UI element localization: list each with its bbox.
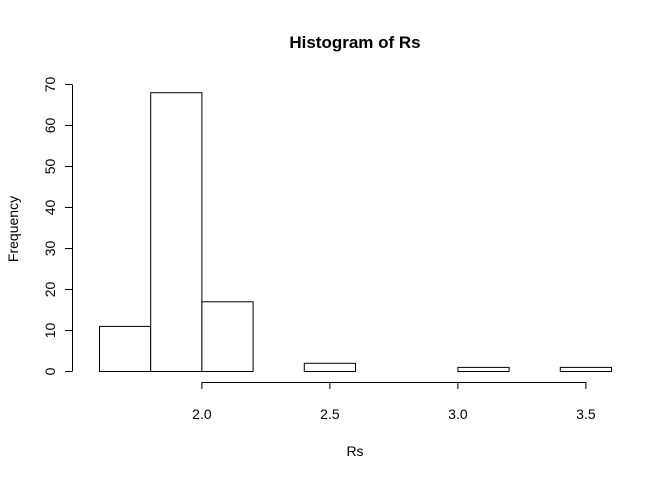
histogram-bar bbox=[457, 366, 510, 372]
histogram-bar bbox=[99, 325, 152, 372]
x-tick-label: 3.5 bbox=[576, 406, 596, 422]
chart-title: Histogram of Rs bbox=[289, 33, 420, 52]
x-tick-label: 2.0 bbox=[192, 406, 212, 422]
histogram-bar bbox=[559, 366, 612, 372]
x-tick-label: 2.5 bbox=[320, 406, 340, 422]
histogram-bar bbox=[150, 92, 203, 372]
y-axis: 0 10 20 30 40 50 60 70 bbox=[42, 77, 73, 375]
y-tick-label: 0 bbox=[42, 367, 58, 375]
y-tick-label: 20 bbox=[42, 282, 58, 298]
y-tick-label: 50 bbox=[42, 159, 58, 175]
bars-group bbox=[99, 92, 612, 372]
y-axis-label: Frequency bbox=[5, 196, 21, 262]
y-tick-label: 70 bbox=[42, 77, 58, 93]
x-tick-label: 3.0 bbox=[448, 406, 468, 422]
y-tick-label: 60 bbox=[42, 118, 58, 134]
x-axis: 2.0 2.5 3.0 3.5 bbox=[192, 382, 596, 422]
x-axis-label: Rs bbox=[346, 443, 363, 459]
y-tick-label: 30 bbox=[42, 241, 58, 257]
y-tick-label: 10 bbox=[42, 323, 58, 339]
histogram-bar bbox=[303, 362, 356, 372]
y-tick-label: 40 bbox=[42, 200, 58, 216]
histogram-bar bbox=[201, 301, 254, 372]
